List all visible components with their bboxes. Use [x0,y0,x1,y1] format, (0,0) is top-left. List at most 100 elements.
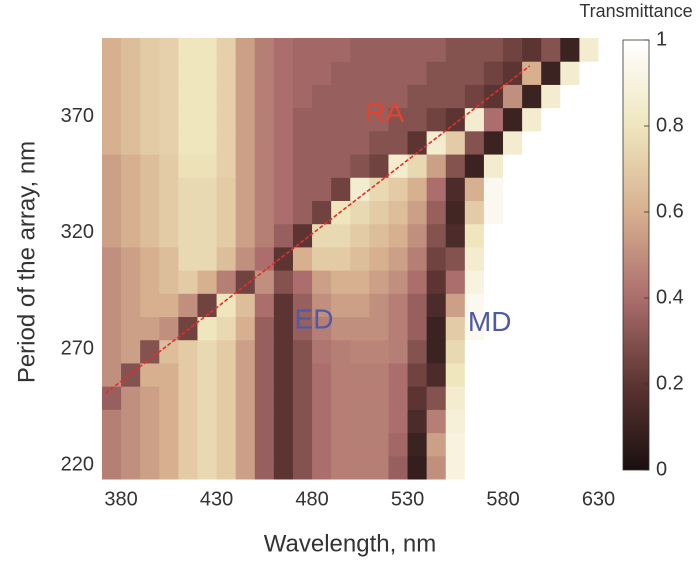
heatmap-cell [560,130,580,155]
heatmap-cell [235,200,256,225]
heatmap-cell [292,362,313,387]
heatmap-cell [426,177,447,201]
colorbar-tick-label: 0.4 [656,286,684,308]
heatmap-cell [102,362,122,387]
heatmap-cell [331,386,351,410]
heatmap-cell [292,339,313,364]
heatmap-cell [560,409,580,434]
heatmap-cell [464,270,485,294]
heatmap-cell [216,386,237,410]
heatmap-cell [445,386,466,410]
heatmap-cell [273,386,294,410]
heatmap-cell [121,130,141,155]
heatmap-cell [197,316,218,341]
heatmap-cell [216,362,237,387]
heatmap-cell [312,386,332,410]
heatmap-cell [598,107,619,132]
heatmap-cell [273,270,294,294]
heatmap-cell [102,339,122,364]
heatmap-cell [350,223,370,248]
heatmap-cell [292,130,313,155]
annotation: ED [295,304,334,335]
heatmap-cell [254,339,275,364]
heatmap-cell [464,177,485,201]
heatmap-cell [503,362,523,387]
heatmap-cell [312,362,332,387]
heatmap-cell [235,293,256,318]
heatmap-cell [292,107,313,132]
heatmap-cell [292,270,313,294]
heatmap-cell [292,200,313,225]
heatmap-cell [503,432,523,457]
heatmap-cell [541,107,561,132]
heatmap-cell [369,246,389,271]
heatmap-cell [102,455,122,480]
heatmap-cell [426,154,447,178]
heatmap-cell [331,362,351,387]
heatmap-cell [369,409,389,434]
heatmap-cell [445,223,466,248]
heatmap-cell [254,177,275,201]
heatmap-cell [560,293,580,318]
heatmap-cell [579,246,600,271]
heatmap-cell [216,409,237,434]
heatmap-cell [369,455,389,480]
heatmap-cell [273,455,294,480]
heatmap-cell [483,386,504,410]
heatmap-cell [369,270,389,294]
heatmap-cell [178,432,198,457]
heatmap-cell [312,293,332,318]
heatmap-cell [273,339,294,364]
heatmap-cell [312,84,332,109]
heatmap-cell [140,200,160,225]
heatmap-cell [522,386,542,410]
heatmap-cell [292,293,313,318]
heatmap-cell [121,61,141,85]
heatmap-cell [121,107,141,132]
heatmap-cell [331,154,351,178]
colorbar-tick-label: 0.8 [656,114,684,136]
heatmap-cell [292,432,313,457]
heatmap-cell [407,432,428,457]
heatmap-cell [579,409,600,434]
heatmap-cell [273,362,294,387]
heatmap-cell [426,386,447,410]
heatmap-cell [388,246,409,271]
heatmap-cell [235,432,256,457]
heatmap-cell [369,177,389,201]
heatmap-cell [140,270,160,294]
heatmap-cell [483,246,504,271]
heatmap-cell [426,246,447,271]
heatmap-cell [541,61,561,85]
heatmap-cell [197,386,218,410]
heatmap-cell [273,409,294,434]
heatmap-cell [178,386,198,410]
heatmap-cell [579,130,600,155]
heatmap-cell [350,455,370,480]
heatmap-cell [407,293,428,318]
heatmap-cell [197,270,218,294]
heatmap-cell [197,432,218,457]
heatmap-cell [254,246,275,271]
heatmap-cell [350,293,370,318]
heatmap-cell [331,339,351,364]
heatmap-cell [216,223,237,248]
heatmap-cell [159,316,179,341]
heatmap-cell [541,455,561,480]
heatmap-cell [541,223,561,248]
heatmap-cell [235,362,256,387]
heatmap-cell [254,223,275,248]
heatmap-cell [273,61,294,85]
heatmap-cell [541,130,561,155]
heatmap-cell [178,61,198,85]
heatmap-cell [579,432,600,457]
heatmap-cell [235,130,256,155]
heatmap-cell [235,38,256,62]
heatmap-cell [503,107,523,132]
heatmap-cell [388,432,409,457]
heatmap-cell [560,246,580,271]
heatmap-cell [235,154,256,178]
heatmap-cell [541,200,561,225]
heatmap-cell [273,38,294,62]
heatmap-cell [140,293,160,318]
